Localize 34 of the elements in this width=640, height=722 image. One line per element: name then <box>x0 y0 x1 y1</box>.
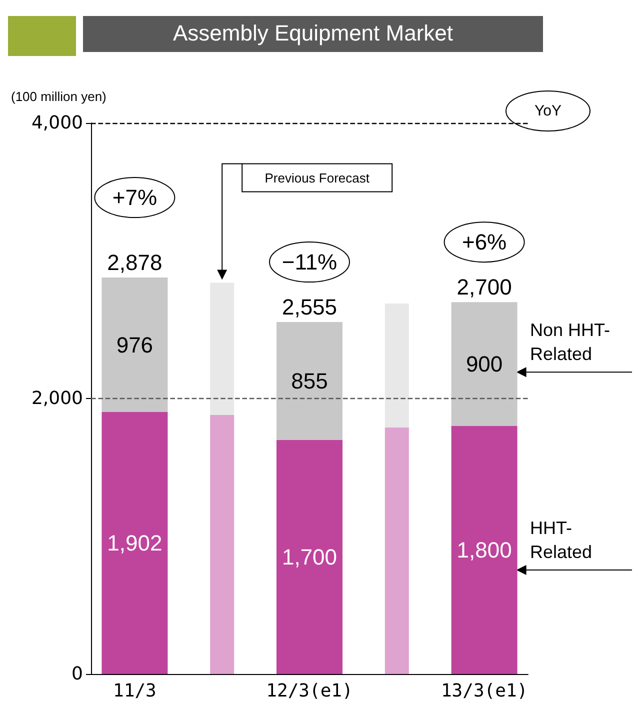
y-tick-label: 4,000 <box>31 112 83 134</box>
series-label: Non HHT-Related <box>530 320 610 364</box>
bar <box>102 412 168 674</box>
y-tick-label: 0 <box>72 664 83 684</box>
data-label: 1,902 <box>107 530 162 556</box>
bar <box>451 426 518 674</box>
data-label: 855 <box>291 368 328 394</box>
series-label: HHT-Related <box>530 518 592 562</box>
chart-title: Assembly Equipment Market <box>173 20 453 46</box>
bar <box>276 440 342 674</box>
bar <box>276 322 342 440</box>
x-tick-label: 12/3(e1) <box>266 680 353 702</box>
data-label: 976 <box>116 332 154 358</box>
total-label: 2,555 <box>282 294 338 320</box>
bar <box>384 303 409 428</box>
bar <box>384 427 409 674</box>
y-axis-title: (100 million yen) <box>11 89 106 104</box>
x-tick-label: 13/3(e1) <box>440 680 528 702</box>
bar <box>210 282 234 416</box>
annotation: Previous Forecast <box>264 170 370 186</box>
annotation: −11% <box>282 250 338 275</box>
annotation: +7% <box>112 185 158 210</box>
data-label: 1,700 <box>282 544 338 570</box>
bar <box>210 415 234 674</box>
text: YoY <box>534 102 562 120</box>
y-tick-label: 2,000 <box>31 388 83 409</box>
total-label: 2,700 <box>456 274 512 300</box>
bar <box>102 278 168 412</box>
data-label: 900 <box>466 352 503 377</box>
annotation: +6% <box>462 230 507 255</box>
data-label: 1,800 <box>456 538 512 563</box>
bar <box>451 302 518 426</box>
total-label: 2,878 <box>107 250 162 276</box>
x-tick-label: 11/3 <box>113 680 156 702</box>
